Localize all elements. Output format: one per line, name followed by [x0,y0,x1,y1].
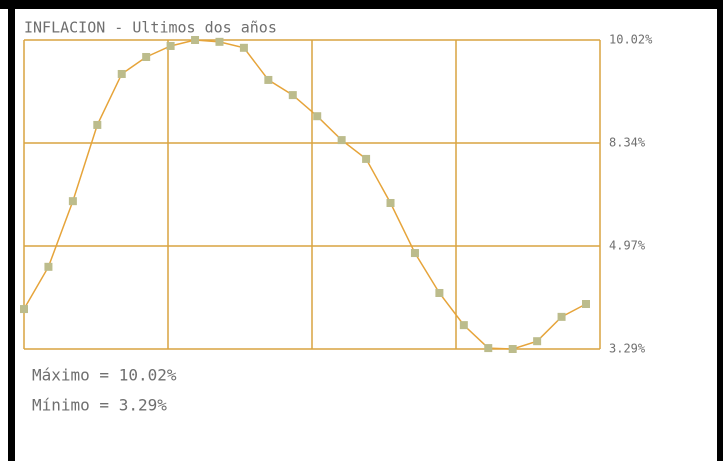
marker [44,262,53,271]
marker [386,198,395,207]
marker [166,41,175,50]
marker [410,249,419,258]
y-tick-label: 10.02% [609,33,653,47]
marker [582,300,590,309]
chart-title: INFLACION - Ultimos dos años [24,19,277,37]
marker [142,52,151,61]
marker [362,154,371,163]
y-tick-label: 4.97% [609,239,646,253]
border-top [0,0,723,9]
border-right [717,0,723,461]
marker [484,344,493,353]
marker [215,37,224,46]
marker [264,75,273,84]
y-tick-label: 8.34% [609,136,646,150]
line [23,39,587,350]
marker [93,120,102,129]
marker [117,69,126,78]
marker [508,345,517,353]
marker [239,43,248,52]
annotation: Máximo = 10.02% [32,366,177,385]
marker [191,36,200,44]
marker [288,91,297,100]
marker [459,321,468,330]
marker [533,337,542,346]
marker [68,197,77,206]
marker [20,305,28,314]
annotation: Mínimo = 3.29% [32,396,167,415]
y-tick-label: 3.29% [609,342,646,356]
border-left [8,0,15,461]
marker [313,112,322,121]
marker [435,288,444,297]
marker [557,312,566,321]
marker [337,136,346,145]
